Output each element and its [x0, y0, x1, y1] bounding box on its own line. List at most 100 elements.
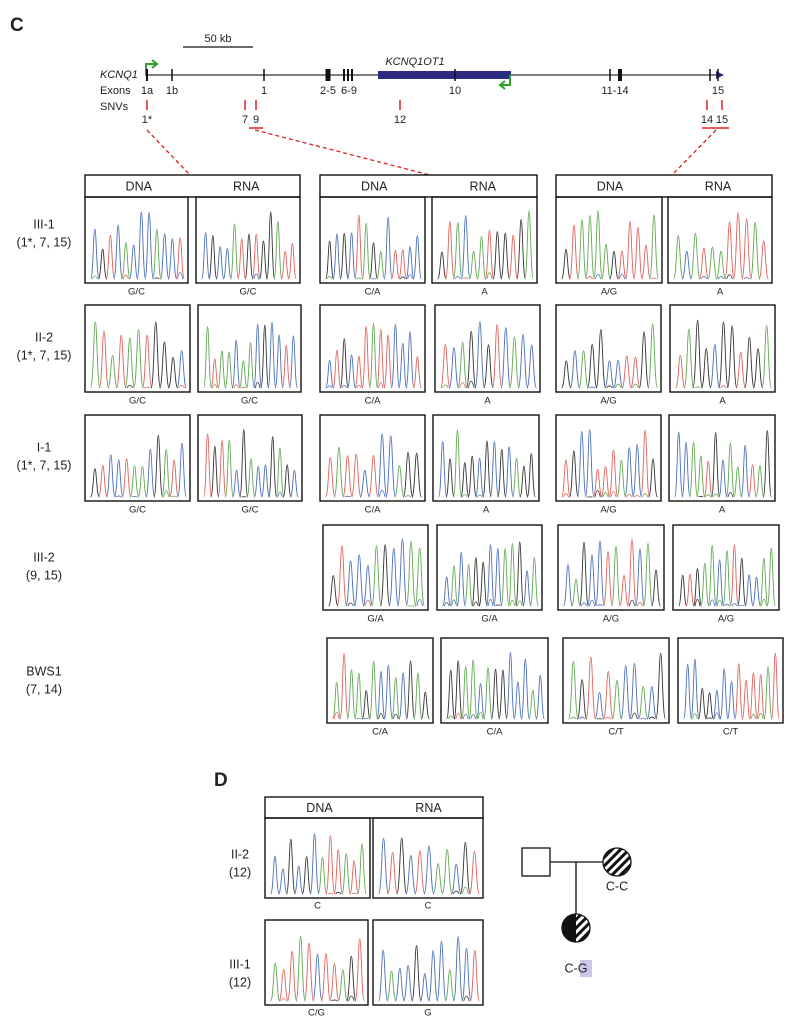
- snv-label: 7: [242, 114, 248, 126]
- trace-peak: [387, 852, 399, 895]
- trace-peak: [341, 853, 352, 895]
- trace-minor: [363, 717, 369, 720]
- trace-peak: [369, 322, 378, 389]
- trace-peak: [759, 557, 769, 607]
- genotype-label: A/G: [603, 614, 619, 625]
- trace-peak: [159, 233, 170, 280]
- trace-peak: [630, 356, 641, 389]
- trace-peak: [268, 436, 278, 498]
- trace-peak: [585, 215, 595, 280]
- genotype-label: C/T: [723, 727, 739, 738]
- genotype-label: A/G: [600, 505, 616, 516]
- trace-peak: [569, 350, 581, 389]
- trace-peak: [733, 466, 743, 498]
- trace-minor: [605, 716, 612, 720]
- trace-peak: [107, 355, 118, 389]
- trace-minor: [277, 491, 283, 498]
- father: [521, 847, 551, 877]
- chromatogram: [326, 637, 434, 724]
- trace-peak: [293, 865, 304, 895]
- trace-peak: [519, 465, 529, 498]
- trace-minor: [348, 995, 355, 1002]
- trace-peak: [361, 326, 371, 389]
- trace-minor: [356, 277, 362, 280]
- chromatogram: [195, 196, 301, 284]
- trace-peak: [571, 578, 581, 607]
- trace-peak: [471, 557, 481, 607]
- trace-minor: [580, 602, 588, 607]
- trace-peak: [464, 564, 474, 607]
- trace-peak: [230, 223, 239, 280]
- trace-minor: [470, 714, 476, 720]
- trace-peak: [466, 330, 477, 389]
- trace-minor: [326, 276, 333, 280]
- trace-peak: [397, 538, 408, 607]
- trace-minor: [709, 599, 716, 607]
- snv-label: 12: [394, 114, 406, 126]
- trace-peak: [469, 850, 480, 895]
- trace-peak: [278, 968, 289, 1002]
- trace-peak: [337, 969, 348, 1002]
- trace-peak: [136, 211, 147, 280]
- trace-peak: [361, 690, 371, 720]
- chromatogram: [431, 196, 538, 284]
- trace-minor: [280, 998, 287, 1002]
- trace-minor: [347, 602, 354, 607]
- trace-peak: [169, 459, 179, 498]
- trace-peak: [345, 560, 356, 607]
- trace-minor: [378, 713, 384, 720]
- trace-peak: [423, 845, 435, 895]
- trace-peak: [486, 544, 495, 607]
- antisense-name: KCNQ1OT1: [385, 56, 444, 68]
- trace-peak: [153, 434, 164, 498]
- trace-minor: [459, 382, 466, 389]
- trace-peak: [595, 540, 605, 607]
- header-box: [84, 174, 301, 198]
- trace-peak: [520, 658, 530, 720]
- trace-peak: [724, 221, 735, 280]
- chromatogram-frame: [555, 196, 663, 284]
- trace-peak: [732, 212, 744, 280]
- exon-label: 1: [261, 85, 267, 97]
- sample-snvs: (12): [229, 865, 251, 879]
- trace-peak: [632, 444, 643, 498]
- trace-peak: [683, 328, 695, 389]
- trace-peak: [376, 251, 386, 280]
- trace-peak: [561, 360, 572, 389]
- trace-peak: [468, 250, 479, 280]
- trace-peak: [744, 336, 755, 389]
- trace-peak: [354, 554, 365, 607]
- trace-peak: [620, 665, 631, 720]
- trace-peak: [398, 672, 408, 720]
- trace-peak: [362, 564, 374, 607]
- trace-peak: [98, 465, 108, 498]
- trace-minor: [462, 713, 469, 720]
- trace-minor: [761, 599, 767, 607]
- header-label: RNA: [705, 179, 732, 193]
- chromatogram: [84, 196, 189, 284]
- trace-peak: [90, 228, 100, 280]
- exon: [263, 69, 265, 81]
- trace-peak: [90, 468, 100, 498]
- trace-peak: [436, 940, 447, 1002]
- trace-peak: [398, 249, 408, 280]
- trace-peak: [414, 547, 425, 607]
- exon: [454, 69, 456, 81]
- panel-label: D: [214, 770, 228, 791]
- trace-peak: [266, 211, 276, 280]
- header-label: DNA: [126, 179, 153, 193]
- trace-peak: [718, 321, 729, 389]
- trace-peak: [231, 339, 241, 389]
- trace-peak: [351, 453, 362, 498]
- trace-peak: [396, 837, 408, 895]
- exon-label: 10: [449, 85, 461, 97]
- trace-peak: [561, 459, 571, 498]
- chromatogram-frame: [555, 414, 662, 502]
- trace-peak: [175, 237, 185, 280]
- genotype-label: A/G: [718, 614, 734, 625]
- trace-peak: [603, 551, 613, 607]
- trace-peak: [675, 355, 686, 389]
- trace-peak: [359, 469, 371, 498]
- genotype-label: A: [484, 396, 491, 407]
- trace-peak: [453, 936, 464, 1002]
